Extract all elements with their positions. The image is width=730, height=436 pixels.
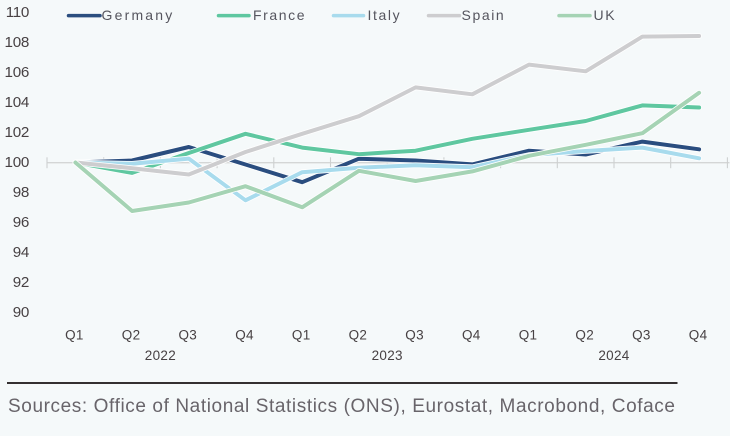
svg-text:Q4: Q4: [235, 328, 254, 343]
svg-text:Q1: Q1: [519, 328, 538, 343]
svg-text:2024: 2024: [598, 348, 629, 363]
svg-text:Q3: Q3: [632, 328, 651, 343]
svg-text:Q2: Q2: [122, 328, 141, 343]
svg-text:Sources: Office of National St: Sources: Office of National Statistics (…: [8, 396, 676, 417]
svg-text:Q1: Q1: [292, 328, 311, 343]
svg-text:108: 108: [5, 34, 29, 51]
svg-text:2022: 2022: [145, 348, 176, 363]
svg-text:France: France: [253, 7, 306, 23]
svg-text:104: 104: [5, 94, 29, 111]
svg-text:Q4: Q4: [689, 328, 708, 343]
svg-text:UK: UK: [594, 7, 617, 23]
svg-text:Q2: Q2: [349, 328, 368, 343]
svg-text:Germany: Germany: [102, 7, 175, 23]
svg-text:106: 106: [5, 64, 29, 81]
svg-text:94: 94: [13, 244, 29, 261]
svg-text:96: 96: [13, 214, 29, 231]
svg-text:102: 102: [5, 124, 29, 141]
svg-text:90: 90: [13, 304, 29, 321]
svg-text:92: 92: [13, 274, 29, 291]
svg-text:Italy: Italy: [368, 7, 402, 23]
svg-text:Q3: Q3: [405, 328, 424, 343]
svg-text:98: 98: [13, 184, 29, 201]
svg-text:Q1: Q1: [65, 328, 84, 343]
svg-text:Q4: Q4: [462, 328, 481, 343]
svg-text:Spain: Spain: [462, 7, 506, 23]
svg-text:100: 100: [5, 154, 29, 171]
svg-text:Q2: Q2: [575, 328, 594, 343]
svg-text:2023: 2023: [372, 348, 403, 363]
svg-text:110: 110: [6, 4, 29, 21]
svg-text:Q3: Q3: [178, 328, 197, 343]
